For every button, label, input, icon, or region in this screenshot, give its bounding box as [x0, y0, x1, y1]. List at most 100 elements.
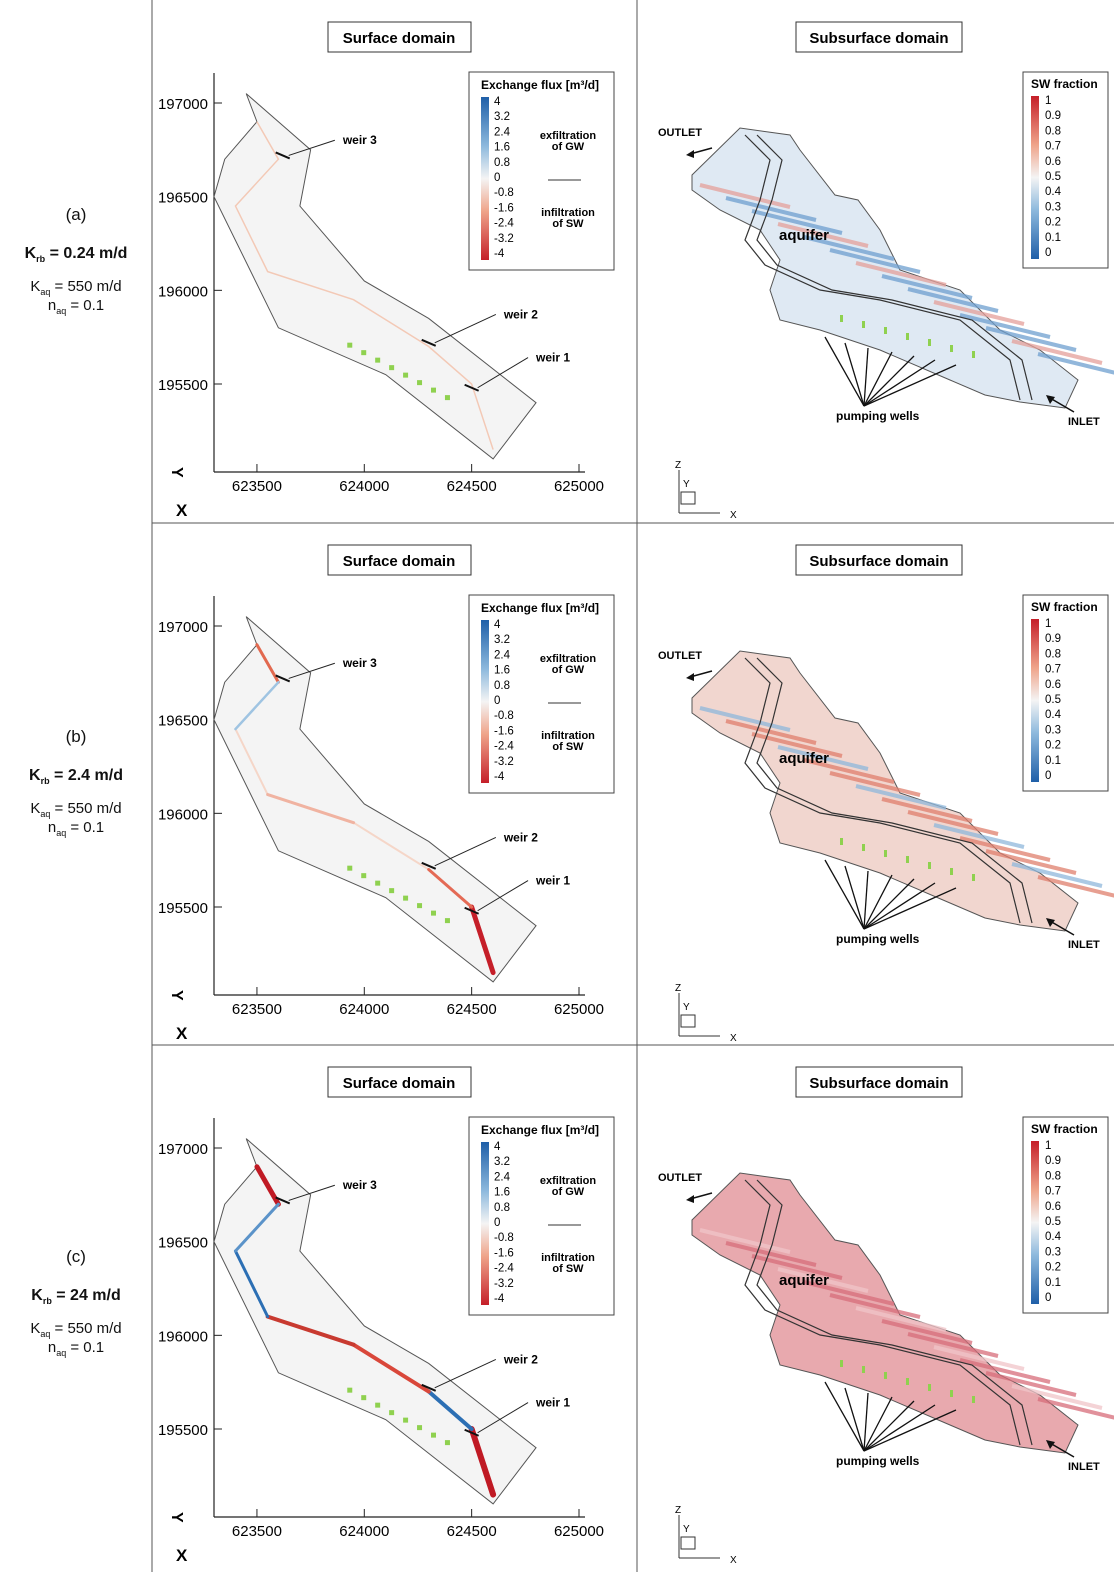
river-outline	[744, 1179, 1021, 1446]
sw-fraction-stripe	[777, 222, 869, 248]
pumping-well-arrow	[863, 351, 893, 407]
sw-legend-value: 0.8	[1045, 125, 1061, 137]
subsurface-title-box	[795, 1066, 963, 1098]
pumping-well	[444, 395, 450, 401]
pumping-well	[950, 1390, 953, 1397]
sw-legend-value: 0.1	[1045, 232, 1061, 244]
sw-fraction-stripe	[1011, 339, 1103, 365]
flux-legend-value: 2.4	[494, 126, 511, 138]
aquifer-block	[691, 1172, 1079, 1454]
sw-legend-value: 0.7	[1045, 141, 1061, 153]
sw-fraction-stripe	[1037, 1397, 1114, 1420]
flux-colorbar	[481, 1142, 489, 1305]
sw-legend-value: 1	[1045, 1140, 1051, 1152]
pumping-well	[950, 868, 953, 875]
sw-fraction-stripe	[1011, 1384, 1103, 1410]
flux-segment	[469, 904, 496, 976]
pumping-well-arrow	[863, 355, 915, 407]
flux-legend-value: -4	[494, 248, 505, 260]
pumping-well	[389, 365, 395, 371]
y-tick-label: 195500	[158, 377, 208, 394]
sw-fraction-stripe	[959, 836, 1051, 862]
flux-legend-value: 0.8	[494, 157, 510, 169]
pumping-well	[431, 1432, 436, 1438]
pumping-well	[444, 918, 450, 924]
pumping-well-arrow	[863, 874, 893, 930]
pumping-well	[361, 350, 367, 356]
subsurface-title: Subsurface domain	[809, 1075, 948, 1092]
weir-label: weir 1	[535, 351, 570, 365]
pumping-well	[906, 856, 909, 863]
sw-fraction-stripe	[725, 719, 817, 745]
surface-panel: Surface domain 197000 196500 196000 195500 62…	[158, 544, 615, 1043]
sw-fraction-stripe	[829, 1293, 921, 1319]
axis-label-x: X	[730, 1555, 737, 1566]
inlet-label: INLET	[1068, 939, 1100, 951]
pumping-well	[884, 850, 887, 857]
surface-title: Surface domain	[343, 1075, 456, 1092]
flux-legend-box	[468, 71, 615, 271]
sw-legend-value: 1	[1045, 618, 1051, 630]
flux-legend-value: 0	[494, 695, 500, 707]
subsurface-title: Subsurface domain	[809, 553, 948, 570]
flux-legend-value: -2.4	[494, 741, 514, 753]
exfil-label: exfiltration	[540, 1175, 597, 1187]
weir-leader	[477, 880, 529, 912]
flux-legend-value: 0	[494, 1217, 500, 1229]
sw-fraction-stripe	[699, 183, 791, 209]
model-domain	[213, 616, 537, 983]
inlet-label: INLET	[1068, 1461, 1100, 1473]
pumping-well	[431, 910, 436, 916]
axis-label-x: X	[730, 1033, 737, 1044]
axis-label-y: Y	[683, 479, 690, 490]
pumping-well	[361, 873, 367, 879]
outlet-arrowhead	[686, 673, 694, 681]
pumping-well	[862, 1366, 865, 1373]
flux-legend-value: 2.4	[494, 1171, 511, 1183]
sw-legend-title: SW fraction	[1031, 600, 1098, 614]
sw-legend-value: 0.9	[1045, 633, 1061, 645]
pumping-well	[840, 1360, 843, 1367]
outlet-label: OUTLET	[658, 650, 702, 662]
pumping-well	[862, 321, 865, 328]
sw-fraction-stripe	[907, 810, 999, 836]
subsurface-panel: Subsurface domain aquifer OUTLET INLET pumpi…	[658, 544, 1114, 1044]
exfil-label: exfiltration	[540, 130, 597, 142]
x-tick-label: 624500	[447, 1001, 497, 1018]
x-tick-label: 625000	[554, 478, 604, 495]
sw-fraction-stripe	[803, 758, 895, 784]
sw-fraction-stripe	[829, 248, 921, 274]
axis-label-z: Z	[675, 983, 681, 994]
flux-legend-box	[468, 1116, 615, 1316]
weir-label: weir 2	[503, 307, 538, 321]
subsurface-title: Subsurface domain	[809, 30, 948, 47]
infil-label: infiltration	[541, 730, 595, 742]
x-tick-label: 624500	[447, 1523, 497, 1540]
pumping-well	[840, 838, 843, 845]
flux-segment	[265, 1314, 356, 1347]
exfil-label: of GW	[552, 664, 585, 676]
pumping-well	[972, 351, 975, 358]
flux-legend-value: 3.2	[494, 1156, 510, 1168]
naq-param: naq = 0.1	[47, 1339, 105, 1359]
inlet-arrow	[1049, 920, 1075, 936]
sw-fraction-stripe	[959, 313, 1051, 339]
flux-colorbar	[481, 97, 489, 260]
sw-legend-value: 0.4	[1045, 709, 1062, 721]
river-outline	[744, 657, 1021, 924]
pumping-well	[862, 844, 865, 851]
pumping-well	[347, 342, 353, 348]
surface-title-box	[327, 21, 472, 53]
flux-legend-value: -4	[494, 1293, 505, 1305]
y-tick-label: 197000	[158, 1141, 208, 1158]
x-tick-label: 625000	[554, 1523, 604, 1540]
row-label-c: (c) Krb = 24 m/d Kaq = 550 m/d naq = 0.1	[0, 1247, 152, 1358]
weir-leader	[477, 1402, 529, 1434]
aquifer-block	[691, 650, 1079, 932]
sw-legend-value: 0.5	[1045, 1216, 1061, 1228]
krb-param: Krb = 24 m/d	[31, 1287, 121, 1307]
flux-legend-value: 1.6	[494, 1187, 510, 1199]
flux-legend-value: 3.2	[494, 634, 510, 646]
inlet-arrowhead	[1046, 918, 1055, 927]
river-outline	[744, 134, 1021, 401]
